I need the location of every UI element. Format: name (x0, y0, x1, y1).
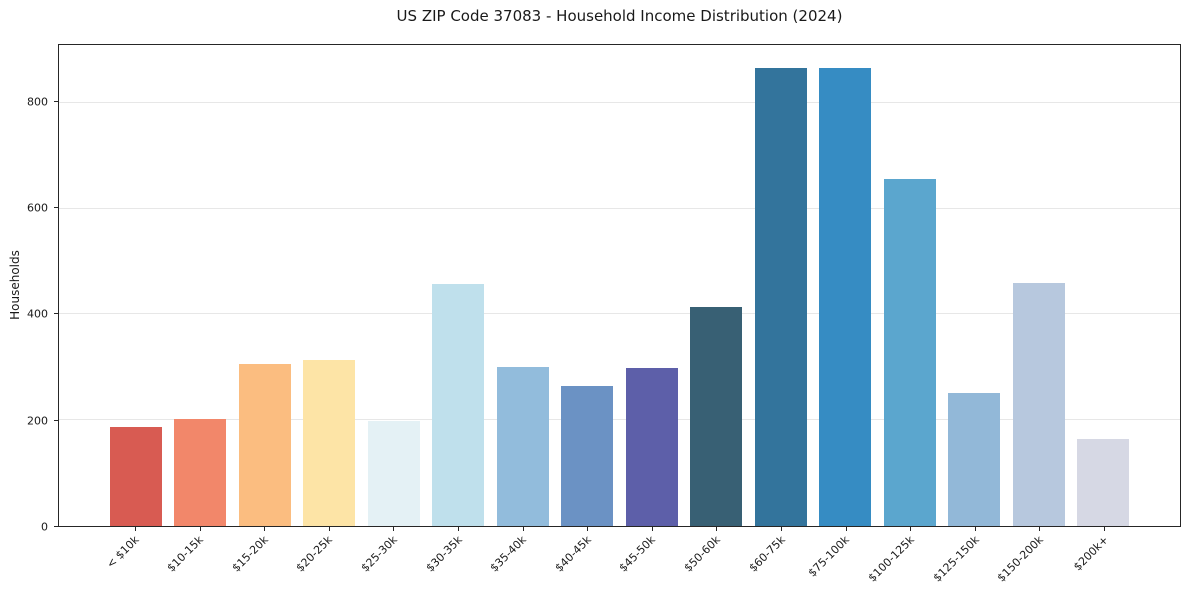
x-tick-mark (328, 527, 330, 531)
bar (561, 386, 614, 526)
bar (1012, 282, 1065, 526)
bar (432, 283, 485, 526)
x-tick-label: $60-75k (746, 533, 788, 575)
y-tick-mark (54, 100, 58, 102)
x-tick-mark (781, 527, 783, 531)
gridline (59, 101, 1180, 103)
x-tick-label: $40-45k (552, 533, 594, 575)
bar (819, 67, 872, 526)
bar (754, 67, 807, 526)
bar (1077, 438, 1130, 526)
y-tick-mark (54, 526, 58, 527)
x-tick-mark (134, 527, 136, 531)
x-tick-mark (522, 527, 524, 531)
bar (367, 420, 420, 526)
bar (690, 306, 743, 526)
x-tick-mark (716, 527, 718, 531)
x-tick-label: $50-60k (681, 533, 723, 575)
x-tick-mark (974, 527, 976, 531)
bar (238, 364, 291, 526)
y-tick-label: 800 (27, 95, 48, 109)
gridline (59, 207, 1180, 209)
y-axis: 0 200 400 600 800 (0, 44, 58, 533)
x-tick-label: $20-25k (293, 533, 336, 575)
x-tick-mark (587, 527, 589, 531)
x-tick-mark (393, 527, 395, 531)
y-tick-label: 0 (41, 520, 48, 534)
gridline (59, 419, 1180, 421)
x-tick-mark (1039, 527, 1041, 531)
bar (948, 392, 1001, 526)
x-tick-label: $100-125k (865, 533, 917, 585)
x-tick-label: $15-20k (229, 533, 271, 575)
bar (303, 360, 356, 526)
y-tick-mark (54, 207, 58, 209)
x-tick-label: $35-40k (487, 533, 530, 575)
x-tick-label: < $10k (103, 533, 142, 571)
x-tick-label: $200k+ (1070, 533, 1111, 574)
x-tick-label: $75-100k (805, 533, 853, 580)
bar (174, 418, 227, 526)
x-tick-label: $45-50k (617, 533, 659, 575)
x-tick-label: $30-35k (423, 533, 465, 575)
x-tick-mark (264, 527, 266, 531)
y-tick-label: 400 (27, 307, 48, 321)
y-tick-mark (54, 313, 58, 315)
x-tick-label: $125-150k (930, 533, 982, 585)
bar (883, 179, 936, 526)
bar (496, 366, 549, 526)
x-tick-mark (457, 527, 459, 531)
x-tick-mark (651, 527, 653, 531)
bar (625, 368, 678, 526)
x-tick-mark (910, 527, 912, 531)
bar (109, 427, 162, 526)
y-tick-mark (54, 419, 58, 421)
x-tick-mark (845, 527, 847, 531)
chart-title: US ZIP Code 37083 - Household Income Dis… (396, 7, 843, 25)
x-tick-label: $10-15k (164, 533, 206, 575)
gridline (59, 313, 1180, 315)
x-tick-mark (1104, 527, 1106, 531)
x-tick-label: $25-30k (358, 533, 400, 575)
x-tick-mark (199, 527, 201, 531)
x-axis: < $10k $10-15k $15-20k $20-25k $25-30k $30-35… (58, 527, 1181, 590)
y-tick-label: 200 (27, 414, 48, 428)
x-tick-label: $150-200k (994, 533, 1046, 585)
y-tick-label: 600 (27, 201, 48, 215)
plot-area (58, 44, 1181, 527)
